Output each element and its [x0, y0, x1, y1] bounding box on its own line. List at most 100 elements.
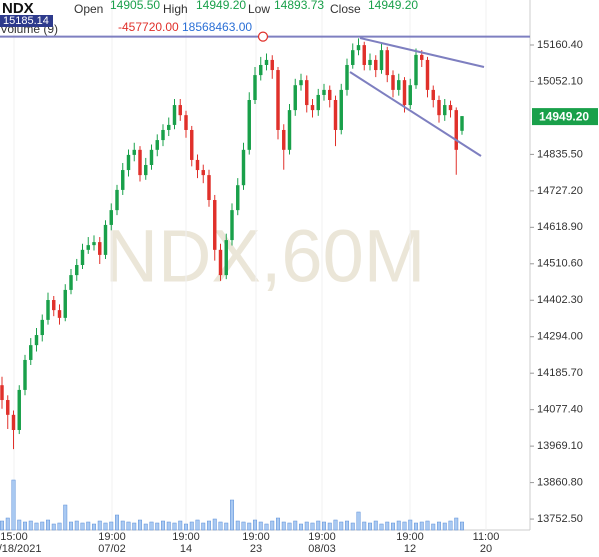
candle-body: [247, 100, 251, 150]
volume-bar: [172, 522, 177, 531]
candle-body: [172, 105, 177, 125]
volume-bar: [368, 522, 372, 531]
volume-bar: [97, 520, 102, 531]
y-tick-label: 14402.30: [537, 294, 583, 306]
volume-bar: [419, 521, 424, 531]
x-tick-time: 19:00: [242, 531, 270, 543]
volume-bar: [327, 522, 332, 531]
candle-body: [0, 385, 4, 401]
volume-bar: [276, 517, 280, 531]
volume-bar: [287, 522, 292, 531]
volume-bar: [86, 521, 91, 531]
candle-body: [259, 64, 263, 76]
watermark: NDX,60M: [105, 215, 426, 298]
volume-bar: [57, 522, 62, 531]
candle-body: [408, 85, 412, 106]
candle-body: [322, 89, 326, 95]
volume-bar: [40, 521, 45, 531]
price-line-tag: 15185.14: [3, 15, 49, 27]
high-label: High: [163, 2, 188, 16]
close-label: Close: [330, 2, 361, 16]
x-tick-date: 08/03: [308, 543, 336, 555]
candle-body: [109, 210, 113, 225]
volume-bar: [442, 522, 447, 531]
volume-bar: [293, 520, 298, 531]
x-tick-date: 07/02: [98, 543, 126, 555]
volume-bar: [63, 504, 68, 531]
x-tick-time: 19:00: [396, 531, 424, 543]
volume-bar: [149, 521, 154, 531]
candle-body: [132, 149, 136, 155]
candle-body: [316, 94, 320, 111]
candle-body: [98, 242, 102, 255]
volume-bar: [448, 520, 453, 531]
candle-body: [402, 80, 407, 106]
candle-body: [282, 129, 286, 150]
candle-body: [310, 105, 315, 111]
x-tick-time: 19:00: [308, 531, 336, 543]
volume-bar: [414, 522, 418, 531]
candle-body: [224, 240, 228, 276]
volume-bar: [460, 521, 464, 531]
candle-body: [86, 245, 90, 250]
candle-body: [92, 242, 96, 246]
volume-bar: [92, 523, 96, 531]
volume-bar: [362, 521, 367, 531]
volume-bar: [11, 479, 16, 531]
y-tick-label: 14077.40: [537, 404, 583, 416]
candle-body: [63, 289, 67, 318]
volume-bar: [264, 523, 269, 531]
volume-bar: [333, 519, 338, 531]
candle-body: [253, 75, 257, 101]
candle-body: [293, 85, 297, 111]
low-value: 14893.73: [274, 0, 324, 12]
volume-bar: [132, 522, 137, 531]
volume-bar: [17, 519, 22, 531]
volume-bar: [304, 521, 309, 531]
candle-body: [178, 105, 182, 116]
y-tick-label: 15052.10: [537, 75, 583, 87]
y-tick-label: 14510.60: [537, 258, 583, 270]
trend-line-upper: [359, 37, 485, 68]
x-tick-time: 11:00: [473, 531, 500, 543]
x-tick-time: 15:00: [0, 531, 28, 543]
x-tick-date: 20: [480, 543, 492, 555]
y-tick-label: 14618.90: [537, 221, 583, 233]
candle-body: [368, 59, 372, 65]
volume-bar: [247, 522, 252, 531]
trend-line-lower: [349, 71, 482, 157]
volume-bar: [391, 522, 395, 531]
candle-body: [362, 45, 366, 65]
y-tick-label: 13752.50: [537, 513, 583, 525]
volume-bar: [253, 519, 257, 531]
y-tick-label: 14185.70: [537, 367, 583, 379]
volume-bar: [270, 520, 275, 531]
candle-body: [328, 89, 332, 101]
candle-body: [356, 45, 361, 51]
candle-body: [184, 115, 188, 130]
volume-bar: [281, 521, 286, 531]
volume-bar: [51, 523, 56, 531]
candle-body: [391, 75, 395, 90]
volume-bar: [109, 521, 114, 531]
candle-body: [379, 50, 384, 71]
volume-bar: [161, 520, 165, 531]
volume-bar: [373, 520, 378, 531]
volume-bar: [155, 522, 160, 531]
volume-bar: [46, 519, 50, 531]
candle-body: [75, 265, 79, 276]
volume-bar: [0, 520, 4, 531]
candle-body: [40, 319, 44, 336]
volume-bar: [184, 523, 188, 531]
volume-bar: [350, 522, 355, 531]
candle-body: [69, 275, 73, 290]
candle-body: [57, 310, 62, 318]
volume-bar: [241, 521, 246, 531]
volume-bar: [454, 517, 459, 531]
volume-bar: [396, 520, 401, 531]
candle-body: [103, 224, 108, 255]
volume-bar: [178, 520, 183, 531]
volume-bar: [224, 522, 229, 531]
x-tick-time: 19:00: [172, 531, 200, 543]
